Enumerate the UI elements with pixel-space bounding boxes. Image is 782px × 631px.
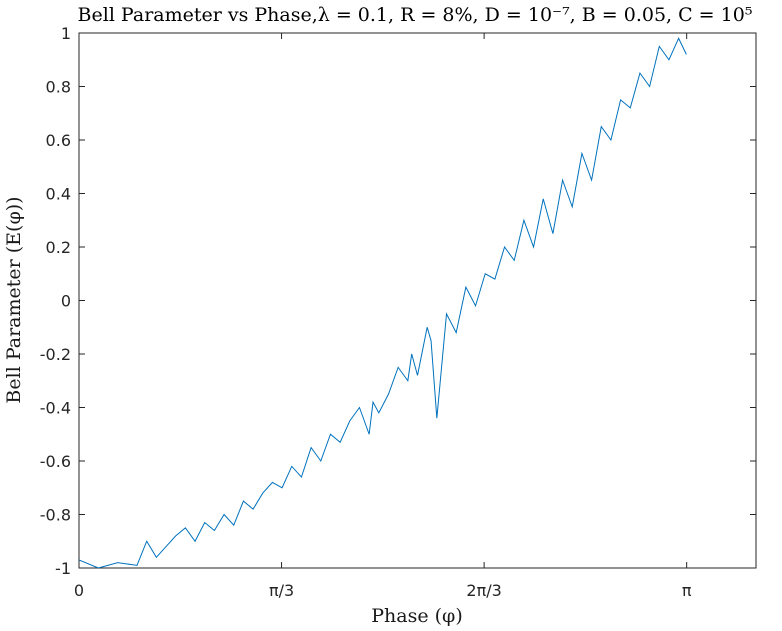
y-axis-label: Bell Parameter (E(φ)) [3, 196, 25, 403]
y-tick-label: -0.8 [40, 506, 71, 525]
y-tick-label: -0.2 [40, 345, 71, 364]
y-tick-label: -1 [55, 559, 71, 578]
x-tick-label: π [682, 581, 692, 600]
chart-title: Bell Parameter vs Phase,λ = 0.1, R = 8%,… [78, 4, 753, 26]
x-tick-label: 2π/3 [466, 581, 501, 600]
axis-ticks: -1 -0.8 -0.6 -0.4 -0.2 0 0.2 0.4 0.6 0.8 1 0 π/3 2π/3… [40, 24, 756, 600]
x-tick-label: 0 [74, 581, 84, 600]
x-axis-label: Phase (φ) [371, 605, 463, 627]
y-tick-label: 0 [61, 292, 71, 311]
y-tick-label: 1 [61, 24, 71, 43]
y-tick-label: -0.4 [40, 399, 71, 418]
y-tick-label: 0.4 [46, 185, 71, 204]
y-tick-label: 0.2 [46, 238, 71, 257]
series-layer [79, 37, 687, 568]
x-tick-label: π/3 [269, 581, 294, 600]
plot-area [78, 32, 757, 569]
y-tick-label: 0.8 [46, 78, 71, 97]
y-tick-label: 0.6 [46, 131, 71, 150]
series-line-0 [79, 37, 687, 568]
y-tick-label: -0.6 [40, 452, 71, 471]
